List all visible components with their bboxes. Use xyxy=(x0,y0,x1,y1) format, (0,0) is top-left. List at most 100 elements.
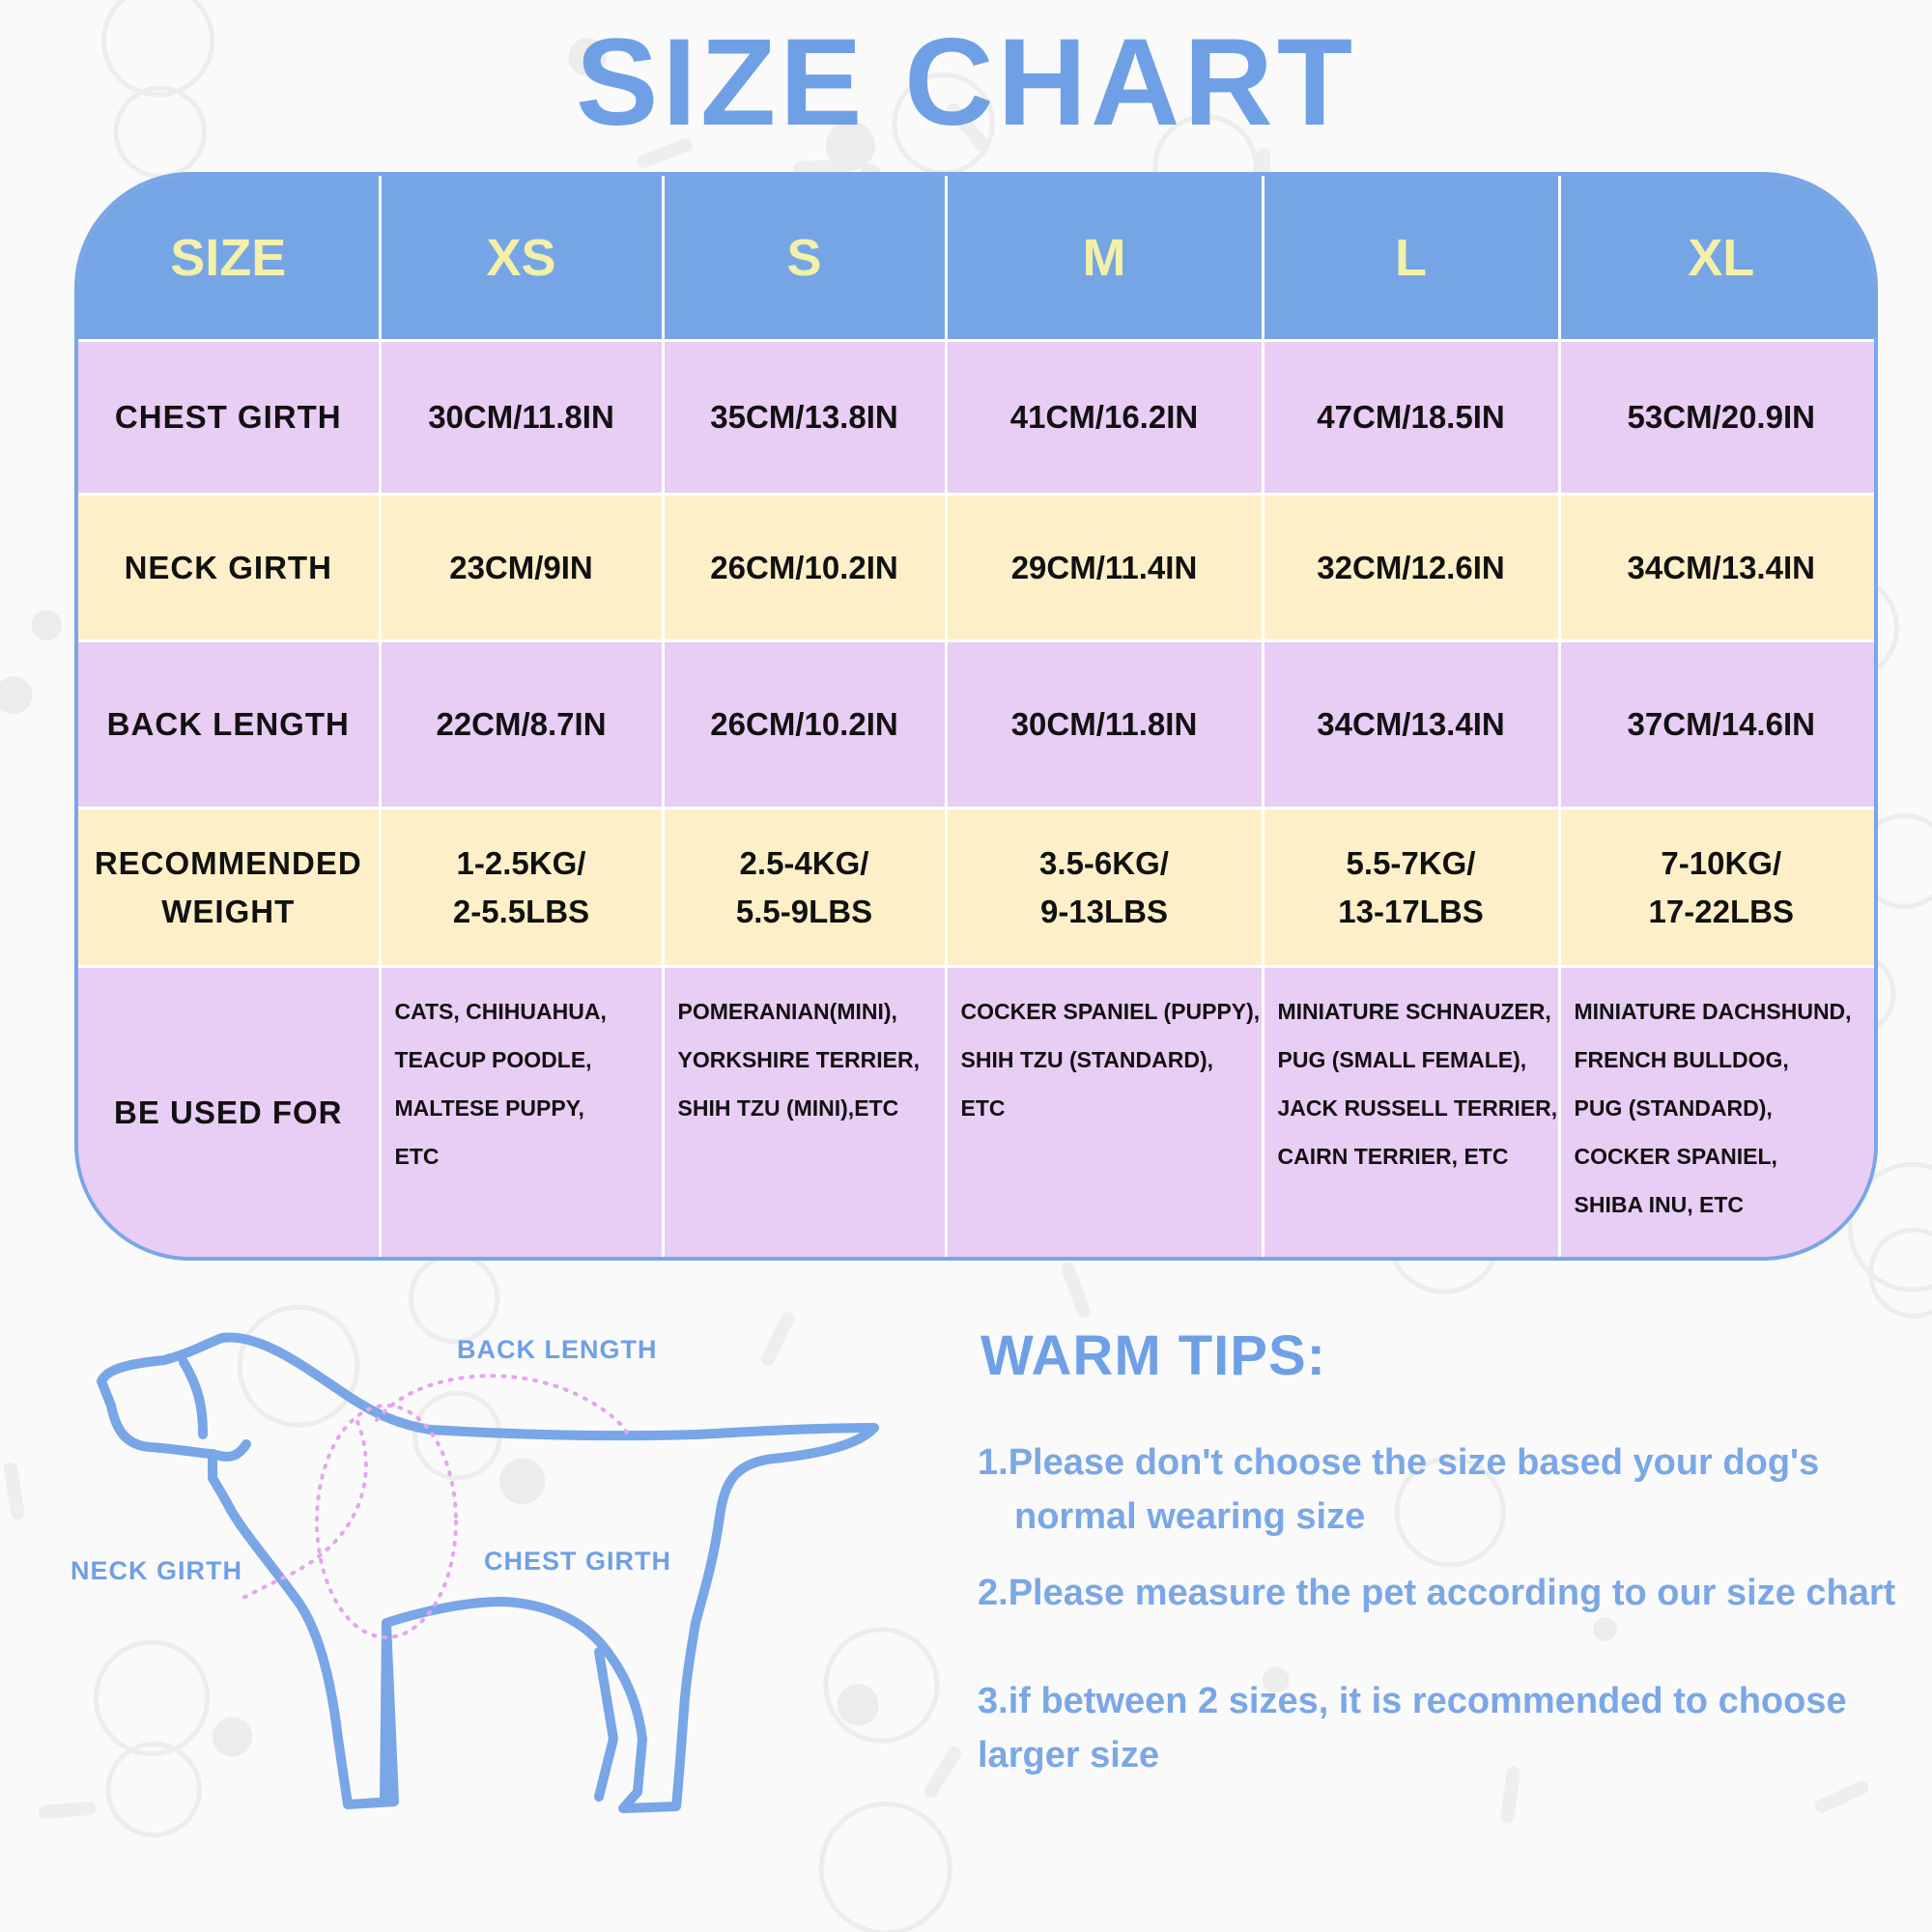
cell-line: 9-13LBS xyxy=(1039,893,1169,929)
table-row-be-used-for: BE USED FOR CATS, CHIHUAHUA, TEACUP POOD… xyxy=(78,965,1874,1257)
breed-line: PUG (SMALL FEMALE), xyxy=(1277,1047,1527,1072)
cell-line: 13-17LBS xyxy=(1338,893,1484,929)
table-cell: 34CM/13.4IN xyxy=(1557,493,1874,642)
dog-face-icon xyxy=(818,1802,952,1932)
row-label: CHEST GIRTH xyxy=(78,339,382,496)
table-row-neck-girth: NECK GIRTH 23CM/9IN 26CM/10.2IN 29CM/11.… xyxy=(78,493,1874,642)
dog-face-icon xyxy=(237,1304,360,1428)
table-cell: 5.5-7KG/ 13-17LBS xyxy=(1261,807,1561,968)
cell-line: 1-2.5KG/ xyxy=(456,845,586,881)
bone-icon xyxy=(4,1462,25,1520)
breed-line: FRENCH BULLDOG, xyxy=(1574,1047,1789,1072)
paw-dot-icon xyxy=(837,1684,879,1726)
table-cell: 47CM/18.5IN xyxy=(1261,339,1561,496)
table-cell: 26CM/10.2IN xyxy=(661,639,948,810)
dog-face-icon xyxy=(105,1741,202,1838)
dog-face-icon xyxy=(101,0,215,98)
bone-icon xyxy=(761,1312,795,1366)
table-cell: 53CM/20.9IN xyxy=(1557,339,1874,496)
dog-outline-icon xyxy=(97,1332,879,1813)
breed-line: SHIH TZU (STANDARD), ETC xyxy=(960,1047,1214,1121)
table-row-back-length: BACK LENGTH 22CM/8.7IN 26CM/10.2IN 30CM/… xyxy=(78,639,1874,810)
table-cell: COCKER SPANIEL (PUPPY), SHIH TZU (STANDA… xyxy=(944,965,1264,1257)
paw-dot-icon xyxy=(212,1717,253,1757)
table-cell: 7-10KG/ 17-22LBS xyxy=(1557,807,1874,968)
breed-line: MALTESE PUPPY, xyxy=(394,1095,584,1121)
cell-line: 2-5.5LBS xyxy=(452,893,590,929)
paw-dot-icon xyxy=(1593,1617,1617,1641)
chest-girth-label: CHEST GIRTH xyxy=(484,1547,672,1576)
bone-icon xyxy=(38,1801,97,1819)
bone-icon xyxy=(637,138,693,168)
table-cell: POMERANIAN(MINI), YORKSHIRE TERRIER, SHI… xyxy=(661,965,948,1257)
bone-icon xyxy=(1500,1766,1520,1825)
tip-line: 3.if between 2 sizes, it is recommended … xyxy=(978,1681,1847,1721)
paw-dot-icon xyxy=(31,610,62,640)
header-xs: XS xyxy=(378,176,665,342)
header-xl: XL xyxy=(1557,176,1874,342)
dog-face-icon xyxy=(823,1627,940,1744)
breed-line: ETC xyxy=(394,1144,440,1169)
row-label: BE USED FOR xyxy=(78,965,382,1257)
cell-line: 3.5-6KG/ xyxy=(1039,845,1169,881)
header-size: SIZE xyxy=(78,176,382,342)
size-table: SIZE XS S M L XL CHEST GIRTH 30CM/11.8IN… xyxy=(74,172,1878,1261)
breed-line: PUG (STANDARD), xyxy=(1574,1095,1773,1121)
breed-line: YORKSHIRE TERRIER, xyxy=(677,1047,920,1072)
table-cell: 34CM/13.4IN xyxy=(1261,639,1561,810)
cell-line: 2.5-4KG/ xyxy=(739,845,869,881)
tip-line: normal wearing size xyxy=(1014,1496,1366,1537)
bone-icon xyxy=(947,102,989,152)
table-row-recommended-weight: RECOMMENDED WEIGHT 1-2.5KG/ 2-5.5LBS 2.5… xyxy=(78,807,1874,968)
label-line: RECOMMENDED xyxy=(94,845,362,881)
bone-icon xyxy=(1061,1262,1091,1318)
table-cell: 26CM/10.2IN xyxy=(661,493,948,642)
table-cell: MINIATURE DACHSHUND, FRENCH BULLDOG, PUG… xyxy=(1557,965,1874,1257)
tip-3: 3.if between 2 sizes, it is recommended … xyxy=(978,1674,1847,1782)
dog-face-icon xyxy=(93,1639,211,1756)
page-title: SIZE CHART xyxy=(576,14,1356,152)
breed-line: SHIH TZU (MINI),ETC xyxy=(677,1095,899,1121)
paw-dot-icon xyxy=(0,676,33,714)
row-label: NECK GIRTH xyxy=(78,493,382,642)
table-cell: 35CM/13.8IN xyxy=(661,339,948,496)
bone-icon xyxy=(1814,1780,1869,1813)
table-cell: 41CM/16.2IN xyxy=(944,339,1264,496)
table-cell: 30CM/11.8IN xyxy=(944,639,1264,810)
paw-dot-icon xyxy=(498,1458,546,1505)
breed-line: JACK RUSSELL TERRIER, xyxy=(1277,1095,1558,1121)
table-cell: MINIATURE SCHNAUZER, PUG (SMALL FEMALE),… xyxy=(1261,965,1561,1257)
table-cell: 30CM/11.8IN xyxy=(378,339,665,496)
neck-girth-label: NECK GIRTH xyxy=(71,1556,242,1585)
paw-dot-icon xyxy=(825,121,876,171)
dog-face-icon xyxy=(1867,1227,1932,1319)
breed-line: MINIATURE DACHSHUND, xyxy=(1574,999,1852,1024)
warm-tips-title: WARM TIPS: xyxy=(980,1324,1326,1387)
breed-line: CATS, CHIHUAHUA, xyxy=(394,999,607,1024)
table-cell: 3.5-6KG/ 9-13LBS xyxy=(944,807,1264,968)
header-l: L xyxy=(1261,176,1561,342)
paw-dot-icon xyxy=(1262,1666,1290,1693)
table-header-row: SIZE XS S M L XL xyxy=(78,176,1874,342)
dog-face-icon xyxy=(1847,1161,1932,1293)
cell-line: 5.5-9LBS xyxy=(735,893,873,929)
header-m: M xyxy=(944,176,1264,342)
breed-line: SHIBA INU, ETC xyxy=(1574,1192,1745,1217)
breed-line: MINIATURE SCHNAUZER, xyxy=(1277,999,1551,1024)
tip-2: 2.Please measure the pet according to ou… xyxy=(978,1573,1896,1613)
tip-line: larger size xyxy=(978,1735,1159,1776)
breed-line: COCKER SPANIEL (PUPPY), xyxy=(960,999,1261,1024)
bone-icon xyxy=(923,1747,962,1799)
table-cell: 37CM/14.6IN xyxy=(1557,639,1874,810)
table-cell: CATS, CHIHUAHUA, TEACUP POODLE, MALTESE … xyxy=(378,965,665,1257)
dog-face-icon xyxy=(1394,1456,1506,1568)
tip-line: 1.Please don't choose the size based you… xyxy=(978,1442,1820,1483)
header-s: S xyxy=(661,176,948,342)
table-cell: 23CM/9IN xyxy=(378,493,665,642)
breed-line: POMERANIAN(MINI), xyxy=(677,999,897,1024)
table-cell: 32CM/12.6IN xyxy=(1261,493,1561,642)
table-row-chest-girth: CHEST GIRTH 30CM/11.8IN 35CM/13.8IN 41CM… xyxy=(78,339,1874,496)
table-cell: 22CM/8.7IN xyxy=(378,639,665,810)
table-cell: 1-2.5KG/ 2-5.5LBS xyxy=(378,807,665,968)
breed-line: TEACUP POODLE, xyxy=(394,1047,592,1072)
